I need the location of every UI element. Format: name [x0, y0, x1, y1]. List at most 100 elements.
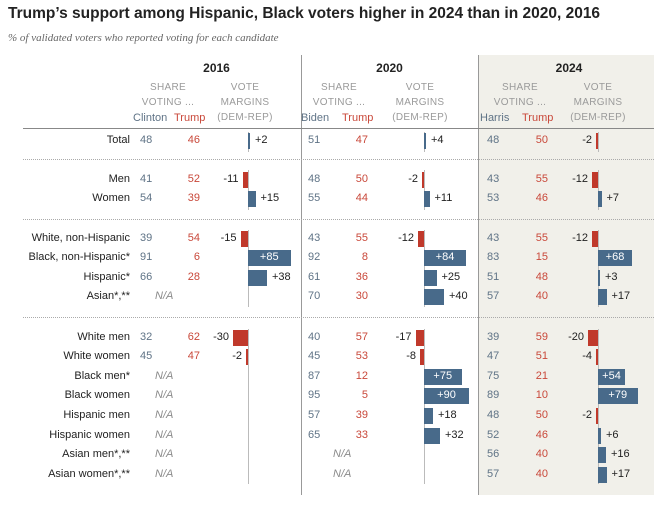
- not-available: N/A: [155, 468, 174, 480]
- rep-share-value: 47: [187, 350, 200, 362]
- margin-bar: [592, 172, 598, 188]
- margin-bar: [248, 133, 250, 149]
- not-available: N/A: [333, 468, 352, 480]
- zero-axis: [424, 170, 425, 210]
- margin-bar: [424, 133, 426, 149]
- rep-share-value: 62: [187, 331, 200, 343]
- rep-share-value: 15: [535, 251, 548, 263]
- margin-label: +11: [434, 192, 453, 204]
- rep-share-value: 39: [355, 409, 368, 421]
- margin-bar: [598, 191, 602, 207]
- dem-share-value: 70: [308, 290, 321, 302]
- margin-label: +68: [605, 251, 625, 263]
- margin-bar: [598, 388, 638, 404]
- margin-label: +18: [438, 409, 457, 421]
- margin-label: -11: [223, 173, 239, 185]
- margin-bar: [424, 408, 433, 424]
- not-available: N/A: [155, 409, 174, 421]
- margin-bar: [248, 270, 267, 286]
- rep-share-value: 55: [535, 173, 548, 185]
- rep-share-value: 39: [187, 192, 200, 204]
- dem-share-value: 43: [487, 232, 500, 244]
- not-available: N/A: [155, 370, 174, 382]
- margin-label: +79: [608, 389, 628, 401]
- rep-share-value: 5: [361, 389, 368, 401]
- margin-header: (DEM-REP): [392, 112, 448, 123]
- row-label: Black men*: [74, 370, 130, 382]
- margin-label: -2: [582, 134, 592, 146]
- margin-label: -2: [408, 173, 418, 185]
- margin-label: -8: [406, 350, 416, 362]
- rep-share-value: 46: [535, 429, 548, 441]
- margin-label: -20: [568, 331, 584, 343]
- rep-share-value: 46: [535, 192, 548, 204]
- row-label: Hispanic*: [83, 271, 130, 283]
- margin-bar: [598, 270, 600, 286]
- row-label: Hispanic men: [63, 409, 130, 421]
- margin-label: +17: [611, 468, 631, 480]
- zero-axis: [424, 329, 425, 484]
- margin-label: +84: [435, 251, 455, 263]
- dem-share-value: 48: [308, 173, 321, 185]
- rep-share-value: 55: [535, 232, 548, 244]
- rep-share-value: 50: [355, 173, 368, 185]
- margin-header: (DEM-REP): [570, 112, 626, 123]
- margin-bar: [596, 133, 598, 149]
- margin-label: -2: [232, 350, 242, 362]
- margin-bar: [598, 447, 606, 463]
- group-separator: [23, 219, 654, 220]
- margin-label: +40: [449, 290, 468, 302]
- row-label: Asian men*,**: [62, 448, 130, 460]
- margin-bar: [424, 191, 430, 207]
- dem-share-value: 89: [487, 389, 500, 401]
- margin-label: -12: [398, 232, 414, 244]
- rep-share-value: 57: [355, 331, 368, 343]
- margin-bar: [424, 369, 462, 385]
- rep-share-value: 59: [535, 331, 548, 343]
- row-label: Asian*,**: [86, 290, 130, 302]
- margin-header: MARGINS: [573, 97, 623, 108]
- dem-share-value: 83: [487, 251, 500, 263]
- dem-share-value: 47: [487, 350, 500, 362]
- margin-label: +16: [611, 448, 630, 460]
- rep-share-value: 52: [187, 173, 200, 185]
- rep-candidate-label: Trump: [522, 112, 554, 124]
- margin-header: VOTE: [405, 82, 435, 93]
- share-header: VOTING ...: [141, 97, 195, 108]
- dem-share-value: 57: [308, 409, 321, 421]
- not-available: N/A: [155, 290, 174, 302]
- rep-share-value: 8: [361, 251, 368, 263]
- margin-bar: [233, 330, 248, 346]
- rep-share-value: 28: [187, 271, 200, 283]
- rep-candidate-label: Trump: [342, 112, 374, 124]
- not-available: N/A: [155, 429, 174, 441]
- share-header: VOTING ...: [312, 97, 366, 108]
- dem-share-value: 75: [487, 370, 500, 382]
- margin-label: +17: [611, 290, 631, 302]
- margin-label: +2: [255, 134, 268, 146]
- row-label: Black, non-Hispanic*: [28, 251, 131, 263]
- dem-share-value: 32: [140, 331, 153, 343]
- margin-bar: [424, 289, 444, 305]
- margin-bar: [596, 349, 598, 365]
- margin-bar: [598, 289, 607, 305]
- margin-bar: [424, 388, 469, 404]
- margin-label: -4: [582, 350, 592, 362]
- row-label: Men: [108, 173, 130, 185]
- row-label: Asian women*,**: [48, 468, 130, 480]
- margin-label: +15: [260, 192, 280, 204]
- rep-share-value: 40: [535, 448, 548, 460]
- rep-share-value: 47: [355, 134, 368, 146]
- dem-share-value: 45: [140, 350, 153, 362]
- dem-share-value: 41: [140, 173, 153, 185]
- row-label: White, non-Hispanic: [31, 232, 130, 244]
- margin-label: +54: [602, 370, 621, 382]
- dem-candidate-label: Clinton: [133, 112, 168, 124]
- margin-bar: [424, 428, 440, 444]
- margin-bar: [598, 428, 601, 444]
- dem-share-value: 39: [487, 331, 500, 343]
- year-header-2020: 2020: [376, 61, 403, 75]
- margin-label: +90: [437, 389, 456, 401]
- margin-label: +32: [445, 429, 464, 441]
